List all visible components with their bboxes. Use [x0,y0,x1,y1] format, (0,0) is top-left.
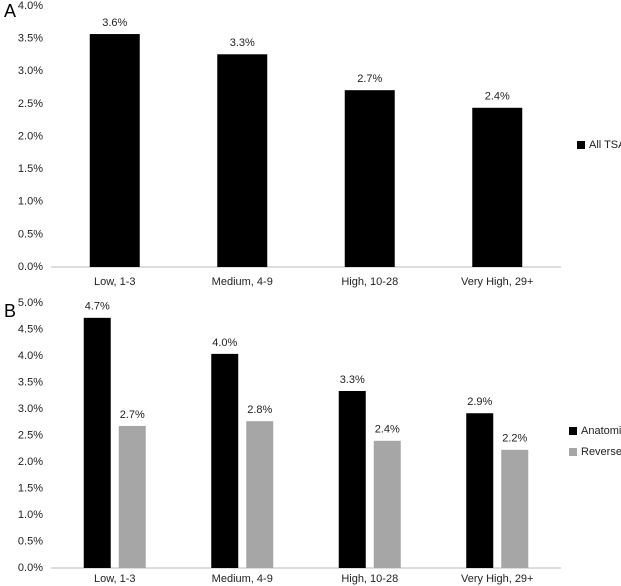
x-tick-label: Very High, 29+ [461,573,533,585]
x-tick-label: Very High, 29+ [461,276,533,288]
y-tick-label: 3.0% [18,65,43,77]
bar [89,34,140,268]
x-tick-label: Medium, 4-9 [212,573,273,585]
bar [373,440,401,568]
value-label: 4.0% [212,337,237,349]
value-label: 3.3% [340,374,365,386]
legend-label: All TSAs [589,139,621,151]
y-tick-label: 1.5% [18,482,43,494]
x-tick-label: Low, 1-3 [94,276,136,288]
value-label: 2.4% [485,91,510,103]
value-label: 3.3% [230,37,255,49]
bar [246,421,274,568]
y-tick-label: 1.0% [18,509,43,521]
legend-label: Reverse [581,446,621,458]
y-tick-label: 0.5% [18,228,43,240]
legend-swatch [569,448,577,456]
value-label: 2.4% [375,424,400,436]
bar [466,413,494,568]
bar [472,107,523,267]
y-tick-label: 0.5% [18,535,43,547]
legend-swatch [569,427,577,435]
y-tick-label: 4.5% [18,323,43,335]
y-tick-label: 1.0% [18,196,43,208]
y-tick-label: 2.0% [18,130,43,142]
bar [211,353,239,568]
x-tick-label: High, 10-28 [341,573,398,585]
value-label: 2.7% [120,409,145,421]
value-label: 2.2% [502,433,527,445]
value-label: 2.8% [247,404,272,416]
value-label: 3.6% [102,17,127,29]
y-tick-label: 2.5% [18,429,43,441]
x-tick-label: Medium, 4-9 [212,276,273,288]
bar [118,425,146,568]
bar [501,449,529,568]
bar [83,317,111,568]
x-tick-label: Low, 1-3 [94,573,136,585]
y-tick-label: 1.5% [18,163,43,175]
value-label: 2.9% [467,396,492,408]
y-tick-label: 4.0% [18,0,43,12]
panel-label: B [4,301,16,321]
legend-label: Anatomic [581,425,621,437]
y-tick-label: 0.0% [18,261,43,273]
y-tick-label: 5.0% [18,297,43,309]
y-tick-label: 4.0% [18,350,43,362]
bar [338,390,366,568]
panel-label: A [4,1,16,21]
y-tick-label: 3.5% [18,33,43,45]
value-label: 2.7% [357,73,382,85]
legend-swatch [577,141,585,149]
y-tick-label: 3.5% [18,376,43,388]
y-tick-label: 0.0% [18,562,43,574]
bar [217,54,268,267]
y-tick-label: 2.5% [18,98,43,110]
x-tick-label: High, 10-28 [341,276,398,288]
y-tick-label: 2.0% [18,456,43,468]
y-tick-label: 3.0% [18,403,43,415]
value-label: 4.7% [85,301,110,313]
bar [344,90,395,267]
